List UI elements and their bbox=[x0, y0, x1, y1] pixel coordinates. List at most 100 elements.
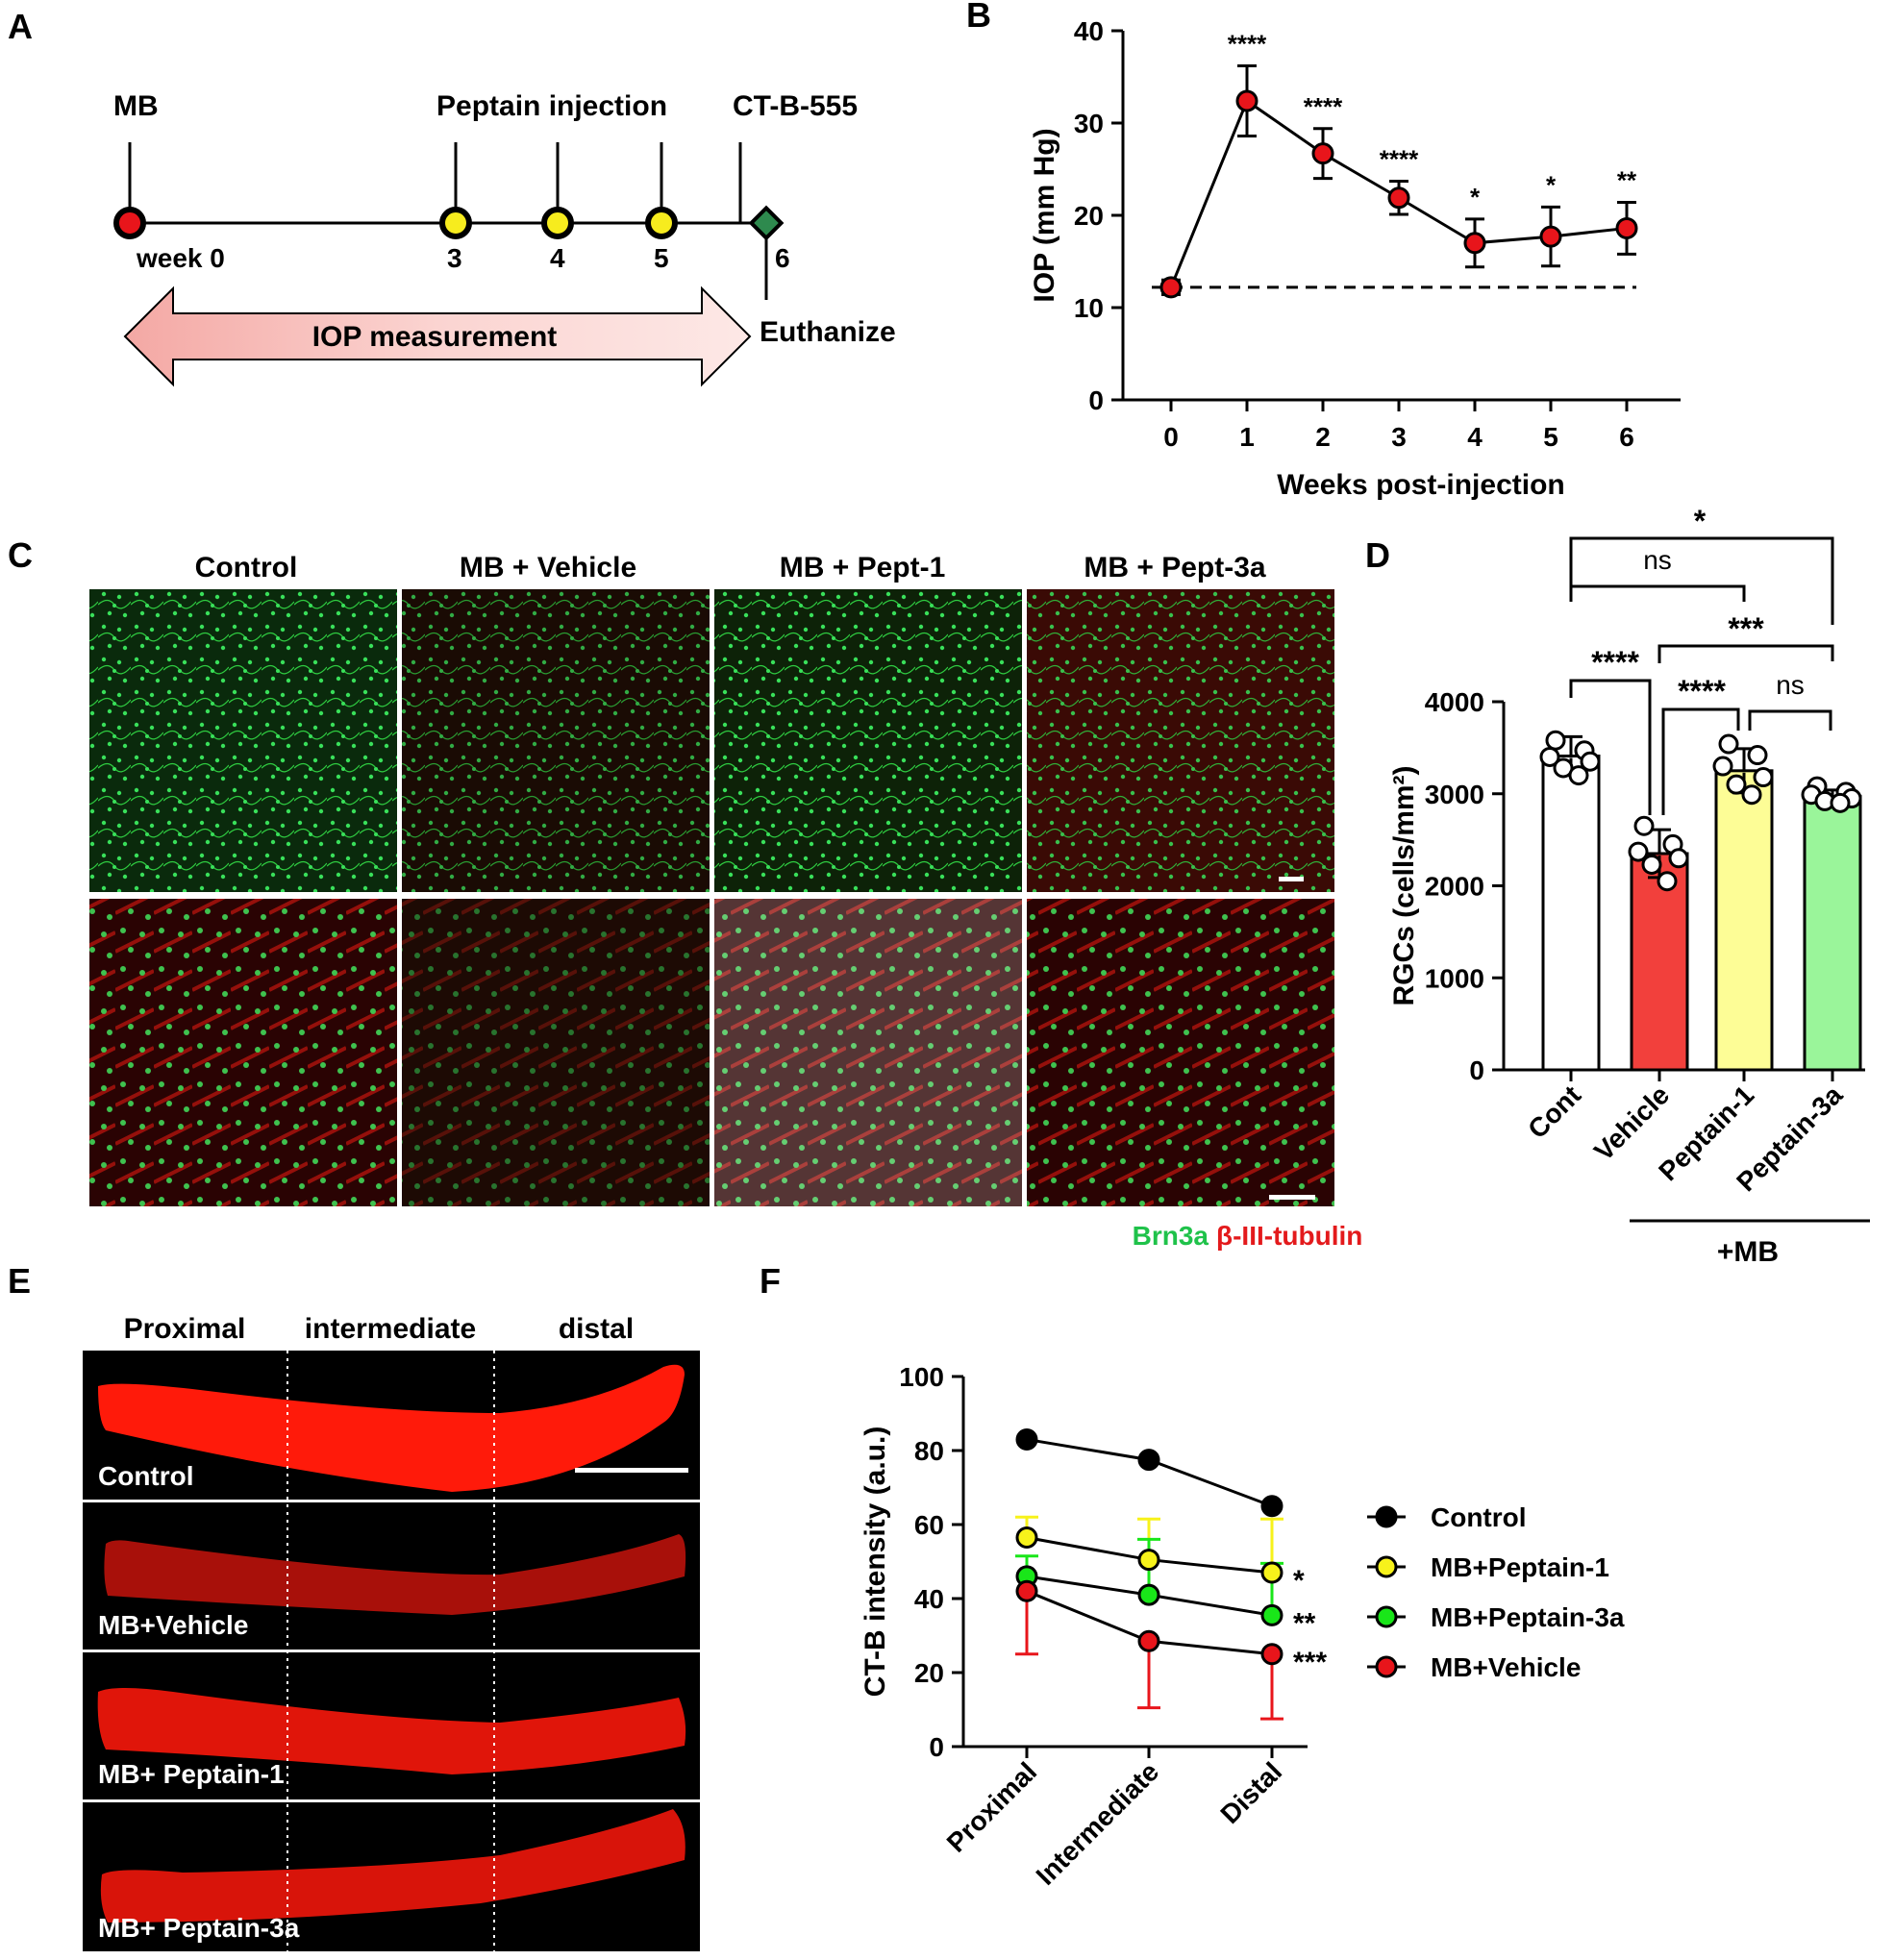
x-tick-label: 5 bbox=[1543, 422, 1558, 452]
significance-label: * bbox=[1470, 183, 1481, 211]
legend-marker bbox=[1375, 1605, 1398, 1628]
legend-marker bbox=[1375, 1655, 1398, 1678]
y-tick-label: 40 bbox=[1074, 16, 1104, 46]
data-point bbox=[1260, 1643, 1283, 1666]
data-point bbox=[1137, 1629, 1160, 1652]
replicate-point bbox=[1539, 746, 1560, 767]
sig-bracket-vehicle-pept1 bbox=[1661, 707, 1740, 815]
data-point bbox=[1235, 89, 1259, 112]
scale-bar-top bbox=[1279, 877, 1304, 881]
replicate-point bbox=[1580, 751, 1601, 772]
panel-d-rgc-bar-chart: D * ns *** **** **** ns +MB 0 1000 2000 300… bbox=[1365, 504, 1870, 1268]
bar bbox=[1803, 795, 1862, 1072]
week-label-6: 6 bbox=[775, 243, 790, 273]
x-tick-label: 3 bbox=[1391, 422, 1407, 452]
nerve-pept3a bbox=[100, 1809, 685, 1923]
bar bbox=[1714, 769, 1774, 1072]
retina-texture-control-top bbox=[89, 589, 397, 892]
sig-label-cont-pept1: ns bbox=[1643, 545, 1672, 575]
replicate-point bbox=[1641, 854, 1662, 875]
data-point bbox=[1015, 1427, 1038, 1451]
legend-brn3a: Brn3a bbox=[1133, 1221, 1209, 1251]
legend-beta-tubulin: β-III-tubulin bbox=[1216, 1221, 1362, 1251]
mb-marker bbox=[113, 207, 146, 239]
x-tick-label: Intermediate bbox=[1031, 1756, 1165, 1891]
row-label-pept3a: MB+ Peptain-3a bbox=[98, 1913, 300, 1943]
week-label-0: week 0 bbox=[136, 243, 225, 273]
significance-label: ** bbox=[1293, 1607, 1316, 1639]
y-tick-label: 20 bbox=[1074, 201, 1104, 231]
x-tick-label: 0 bbox=[1163, 422, 1179, 452]
scale-bar-bottom bbox=[1269, 1195, 1315, 1200]
significance-label: **** bbox=[1228, 29, 1267, 58]
segment-label-distal: distal bbox=[559, 1313, 634, 1345]
y-tick-label: 10 bbox=[1074, 293, 1104, 323]
nerve-vehicle bbox=[104, 1534, 686, 1615]
panel-letter-a: A bbox=[8, 7, 33, 46]
y-tick-label: 2000 bbox=[1425, 872, 1484, 902]
data-point bbox=[1260, 1603, 1283, 1626]
y-tick-label: 20 bbox=[914, 1658, 944, 1688]
retina-image-pept1-bottom bbox=[714, 899, 1022, 1206]
row-label-pept1: MB+ Peptain-1 bbox=[98, 1759, 285, 1789]
replicate-point bbox=[1747, 745, 1768, 766]
retina-texture-vehicle-bottom bbox=[402, 899, 710, 1206]
y-tick-label: 40 bbox=[914, 1584, 944, 1614]
x-tick-label: Distal bbox=[1214, 1756, 1287, 1829]
injection-marker-week5 bbox=[645, 207, 678, 239]
retina-texture-pept3a-top bbox=[1027, 589, 1334, 892]
y-tick-label: 30 bbox=[1074, 109, 1104, 138]
panel-a: A MB Peptain injection CT-B-555 week 0 3… bbox=[8, 7, 896, 387]
x-axis-title: Weeks post-injection bbox=[1277, 469, 1565, 501]
legend-label: MB+Peptain-3a bbox=[1431, 1602, 1625, 1632]
panel-letter-b: B bbox=[966, 0, 991, 35]
legend-marker bbox=[1375, 1505, 1398, 1528]
panel-b-iop-chart: B 0 10 20 30 40 0 1 2 3 4 5 6 Weeks post-injection IO… bbox=[966, 0, 1681, 501]
panel-e-optic-nerve-images: E Proximal intermediate distal Control M… bbox=[8, 1261, 700, 1951]
column-title-vehicle: MB + Vehicle bbox=[460, 552, 636, 583]
column-title-control: Control bbox=[195, 552, 298, 583]
iop-measurement-arrow bbox=[123, 285, 752, 387]
legend-label: MB+Peptain-1 bbox=[1431, 1552, 1609, 1582]
retina-texture-vehicle-top bbox=[402, 589, 710, 892]
event-label-ctb: CT-B-555 bbox=[733, 90, 858, 122]
x-tick-label: 2 bbox=[1315, 422, 1331, 452]
y-tick-label: 0 bbox=[1088, 385, 1104, 415]
group-label-mb: +MB bbox=[1717, 1236, 1779, 1268]
event-label-peptain: Peptain injection bbox=[436, 90, 667, 122]
y-axis-title: RGCs (cells/mm²) bbox=[1388, 765, 1420, 1005]
significance-label: * bbox=[1293, 1565, 1305, 1597]
data-point bbox=[1539, 225, 1562, 248]
nerve-control bbox=[98, 1364, 685, 1492]
column-title-pept1: MB + Pept-1 bbox=[780, 552, 946, 583]
iop-measurement-label: IOP measurement bbox=[312, 321, 558, 353]
sig-bracket-cont-pept3a bbox=[1569, 536, 1834, 625]
replicate-point bbox=[1568, 765, 1589, 786]
x-tick-label: 4 bbox=[1467, 422, 1483, 452]
replicate-point bbox=[1830, 792, 1851, 813]
data-point bbox=[1159, 276, 1183, 299]
row-label-control: Control bbox=[98, 1461, 194, 1491]
event-label-mb: MB bbox=[113, 90, 159, 122]
row-label-vehicle: MB+Vehicle bbox=[98, 1610, 248, 1640]
panel-letter-d: D bbox=[1365, 535, 1390, 575]
data-point bbox=[1260, 1495, 1283, 1518]
y-tick-label: 60 bbox=[914, 1510, 944, 1540]
nerve-pept1 bbox=[97, 1688, 686, 1774]
column-title-pept3a: MB + Pept-3a bbox=[1084, 552, 1266, 583]
replicate-point bbox=[1633, 815, 1655, 836]
panel-c-retina-images: C Control MB + Vehicle MB + Pept-1 MB + … bbox=[8, 535, 1362, 1251]
replicate-point bbox=[1753, 767, 1774, 788]
data-point bbox=[1137, 1583, 1160, 1606]
significance-label: * bbox=[1546, 170, 1557, 199]
replicate-point bbox=[1657, 871, 1678, 892]
data-point bbox=[1137, 1449, 1160, 1472]
replicate-point bbox=[1545, 730, 1566, 751]
significance-label: **** bbox=[1380, 144, 1419, 173]
x-tick-label: 1 bbox=[1239, 422, 1255, 452]
y-tick-label: 100 bbox=[899, 1362, 944, 1392]
replicate-point bbox=[1741, 784, 1762, 806]
replicate-point bbox=[1726, 774, 1747, 795]
bar bbox=[1541, 754, 1601, 1072]
